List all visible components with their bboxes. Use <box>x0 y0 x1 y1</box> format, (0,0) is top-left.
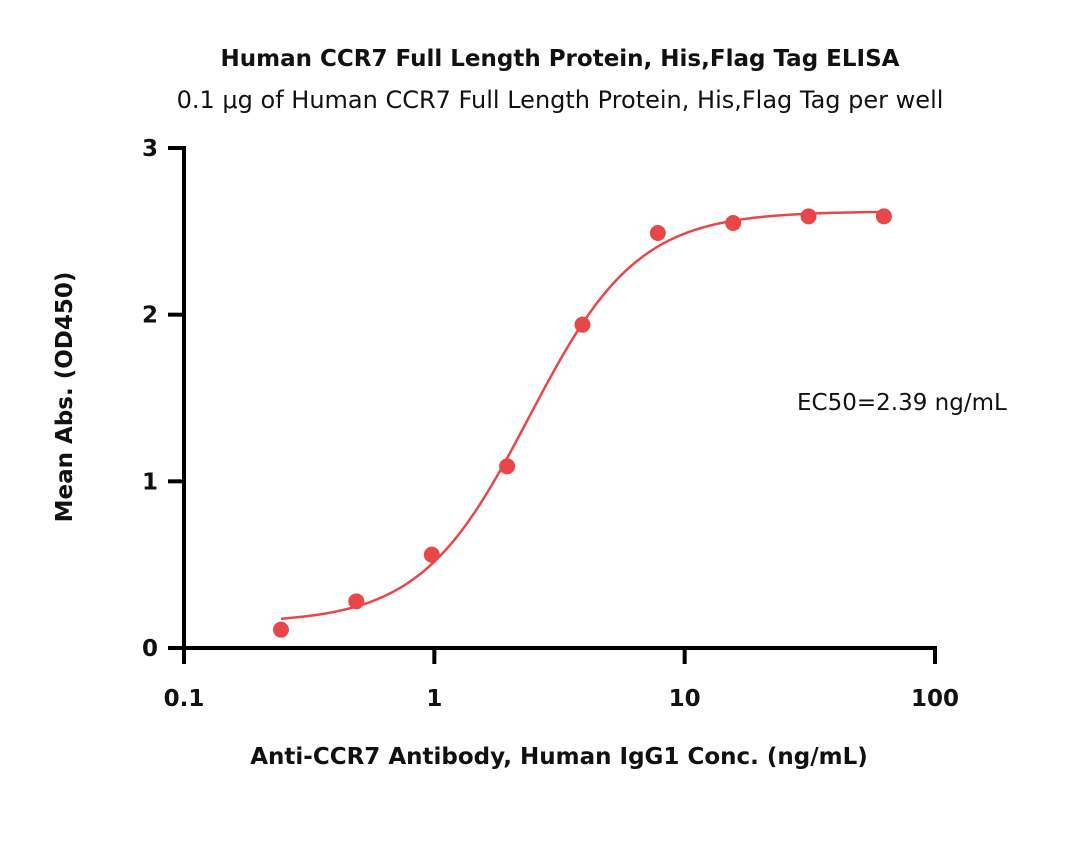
chart-title: Human CCR7 Full Length Protein, His,Flag… <box>221 46 900 72</box>
y-tick-label-1: 1 <box>142 469 158 495</box>
data-point-1 <box>348 593 365 610</box>
y-tick-label-2: 2 <box>142 303 158 329</box>
x-tick-label-2: 10 <box>669 686 701 712</box>
data-point-3 <box>499 458 516 475</box>
data-point-5 <box>649 225 666 241</box>
data-point-4 <box>574 316 591 333</box>
x-axis-label: Anti-CCR7 Antibody, Human IgG1 Conc. (ng… <box>250 744 868 770</box>
y-axis-label: Mean Abs. (OD450) <box>52 272 78 523</box>
chart-subtitle: 0.1 μg of Human CCR7 Full Length Protein… <box>177 86 944 114</box>
y-tick-label-0: 0 <box>142 636 158 662</box>
ec50-annotation: EC50=2.39 ng/mL <box>797 390 1007 416</box>
fit-curve-layer <box>280 210 884 620</box>
x-tick-label-3: 100 <box>911 686 959 712</box>
data-point-8 <box>875 208 892 225</box>
axes <box>182 146 937 650</box>
data-point-6 <box>725 215 742 231</box>
x-tick-label-0: 0.1 <box>164 686 205 712</box>
data-point-2 <box>423 546 440 563</box>
axis-ticks: 0.1 1 10 100 0 1 2 3 <box>142 136 959 712</box>
fit-curve <box>280 210 884 620</box>
data-points <box>272 208 892 638</box>
data-point-7 <box>800 208 817 225</box>
x-tick-label-1: 1 <box>426 686 442 712</box>
data-point-0 <box>272 621 289 638</box>
y-tick-label-3: 3 <box>142 136 158 162</box>
